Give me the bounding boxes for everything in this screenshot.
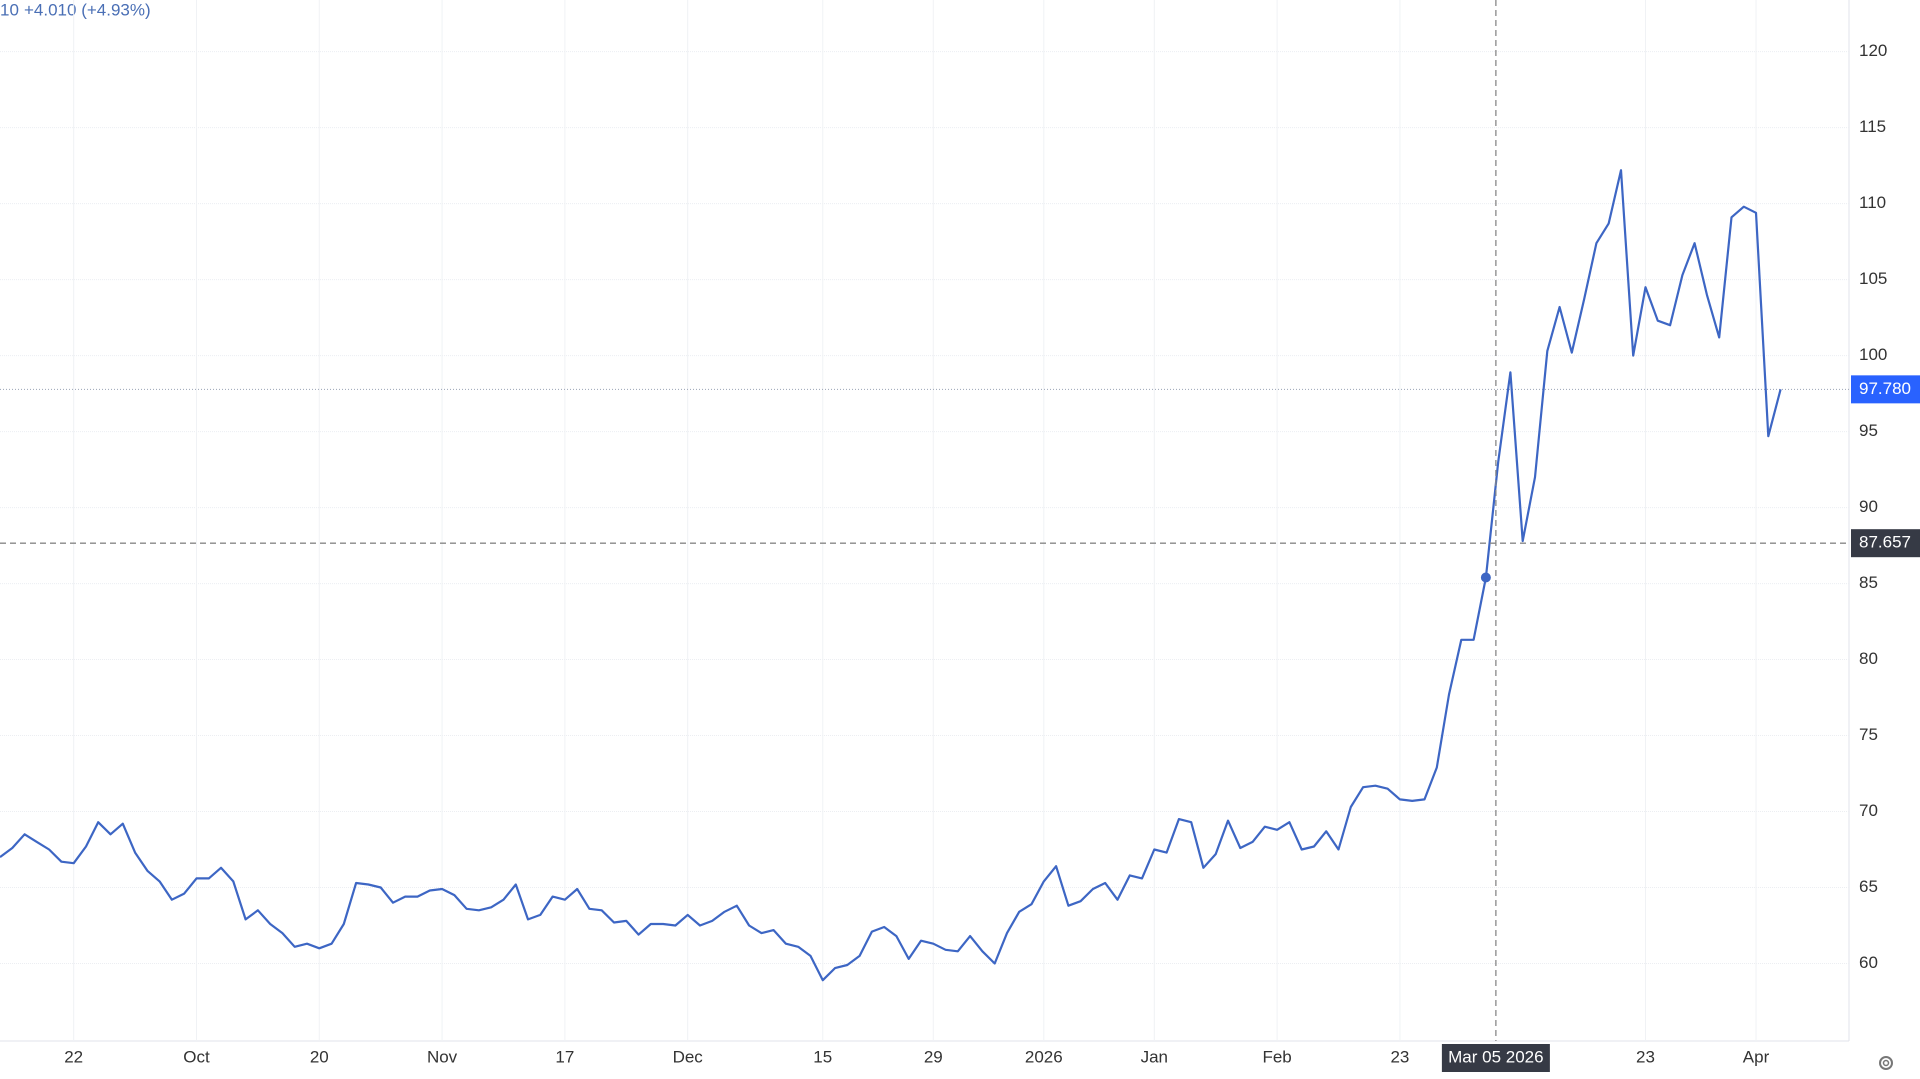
last-price-label: 97.780 <box>1859 379 1911 398</box>
x-tick-label: 23 <box>1636 1047 1655 1066</box>
x-tick-label: 20 <box>310 1047 329 1066</box>
legend-value: 10 <box>0 0 19 19</box>
gear-hole[interactable] <box>1882 1059 1890 1067</box>
y-tick-label: 75 <box>1859 725 1878 744</box>
x-tick-label: Jan <box>1141 1047 1168 1066</box>
y-tick-label: 60 <box>1859 953 1878 972</box>
crosshair-price-label: 87.657 <box>1859 533 1911 552</box>
y-tick-label: 120 <box>1859 41 1887 60</box>
legend-change: +4.010 (+4.93%) <box>24 0 151 19</box>
last-price-badge <box>1851 375 1920 404</box>
x-tick-label: Oct <box>183 1047 210 1066</box>
crosshair-date-badge <box>1441 1044 1550 1072</box>
y-tick-label: 95 <box>1859 421 1878 440</box>
y-tick-label: 85 <box>1859 573 1878 592</box>
y-tick-label: 105 <box>1859 269 1887 288</box>
y-tick-label: 115 <box>1859 117 1886 136</box>
crosshair-date-label: Mar 05 2026 <box>1448 1047 1543 1066</box>
gear[interactable] <box>1879 1056 1893 1070</box>
y-tick-label: 100 <box>1859 345 1887 364</box>
y-tick-label: 110 <box>1859 193 1886 212</box>
x-tick-label: 22 <box>64 1047 83 1066</box>
price-line-series <box>0 169 1782 982</box>
x-tick-label: Nov <box>427 1047 458 1066</box>
y-tick-label: 70 <box>1859 801 1878 820</box>
x-tick-label: 17 <box>555 1047 574 1066</box>
settings-icon[interactable] <box>1879 1056 1893 1070</box>
x-tick-label: 23 <box>1390 1047 1409 1066</box>
x-tick-label: Dec <box>673 1047 704 1066</box>
x-tick-label: 15 <box>813 1047 832 1066</box>
x-tick-label: 2026 <box>1025 1047 1063 1066</box>
hover-point <box>1480 572 1491 583</box>
x-tick-label: Feb <box>1262 1047 1291 1066</box>
crosshair-price-badge <box>1851 529 1920 558</box>
y-tick-label: 80 <box>1859 649 1878 668</box>
y-tick-label: 90 <box>1859 497 1878 516</box>
y-tick-label: 65 <box>1859 877 1878 896</box>
x-tick-label: 29 <box>924 1047 943 1066</box>
x-tick-label: Apr <box>1743 1047 1770 1066</box>
